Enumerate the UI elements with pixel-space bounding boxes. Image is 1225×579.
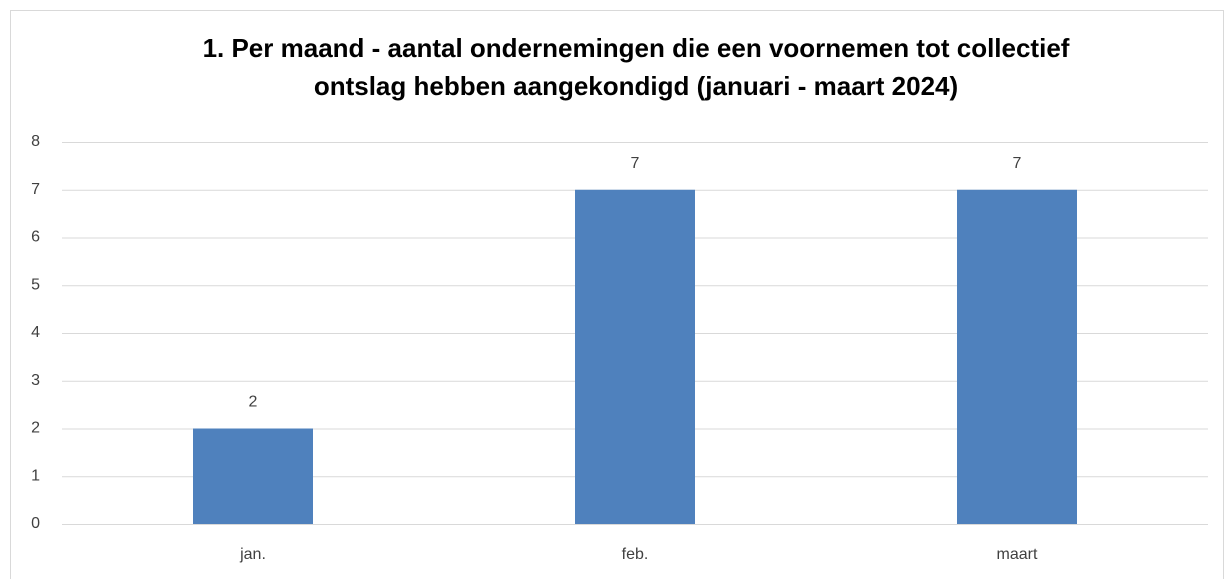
- y-tick-label: 3: [31, 372, 40, 389]
- data-label: 7: [631, 155, 640, 172]
- y-tick-label: 2: [31, 420, 40, 437]
- y-tick-label: 8: [31, 133, 40, 150]
- y-tick-label: 7: [31, 181, 40, 198]
- chart-title: ontslag hebben aangekondigd (januari - m…: [314, 71, 958, 101]
- bar: [957, 189, 1077, 524]
- data-label: 7: [1013, 155, 1022, 172]
- data-label: 2: [249, 394, 258, 411]
- y-tick-label: 4: [31, 324, 40, 341]
- x-tick-label: jan.: [239, 546, 266, 563]
- y-tick-label: 0: [31, 515, 40, 532]
- x-tick-label: feb.: [622, 546, 649, 563]
- bar: [193, 428, 313, 524]
- chart-title: 1. Per maand - aantal ondernemingen die …: [203, 33, 1070, 63]
- y-tick-label: 5: [31, 276, 40, 293]
- x-tick-label: maart: [997, 546, 1038, 563]
- y-tick-label: 6: [31, 229, 40, 246]
- y-tick-label: 1: [31, 467, 40, 484]
- bar: [575, 189, 695, 524]
